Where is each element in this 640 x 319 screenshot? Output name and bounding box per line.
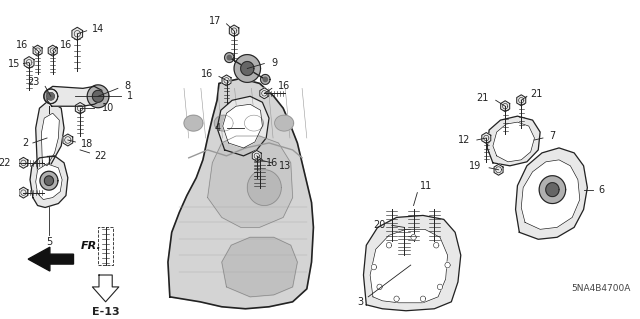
Polygon shape	[247, 170, 282, 205]
Text: 15: 15	[8, 59, 20, 69]
Text: 8: 8	[125, 81, 131, 91]
Text: 16: 16	[278, 81, 290, 91]
Text: 21: 21	[531, 89, 543, 99]
Text: 4: 4	[215, 123, 221, 133]
Polygon shape	[48, 93, 54, 100]
Polygon shape	[371, 264, 376, 270]
Text: 7: 7	[550, 131, 556, 141]
Polygon shape	[222, 75, 231, 86]
Polygon shape	[222, 237, 298, 297]
Polygon shape	[260, 74, 270, 85]
Text: 5: 5	[46, 237, 52, 247]
Polygon shape	[184, 115, 203, 131]
Text: 3: 3	[357, 297, 364, 307]
Text: 14: 14	[92, 24, 104, 34]
Polygon shape	[63, 134, 73, 146]
Polygon shape	[387, 242, 392, 248]
Polygon shape	[394, 296, 399, 301]
Polygon shape	[241, 62, 254, 76]
Text: E-13: E-13	[92, 307, 120, 317]
Polygon shape	[546, 183, 559, 197]
Text: 20: 20	[373, 220, 385, 230]
Polygon shape	[76, 102, 85, 114]
Polygon shape	[214, 115, 233, 131]
Text: 18: 18	[81, 139, 93, 149]
Polygon shape	[411, 234, 416, 240]
Polygon shape	[516, 95, 525, 106]
Polygon shape	[244, 115, 263, 131]
Polygon shape	[19, 157, 28, 168]
Polygon shape	[72, 27, 83, 40]
Polygon shape	[30, 156, 68, 207]
Polygon shape	[92, 90, 104, 102]
Polygon shape	[217, 96, 269, 156]
Polygon shape	[49, 95, 52, 98]
Polygon shape	[24, 56, 34, 69]
Polygon shape	[521, 160, 580, 229]
Polygon shape	[92, 275, 119, 302]
Polygon shape	[252, 150, 261, 161]
Text: 9: 9	[272, 57, 278, 68]
Polygon shape	[370, 229, 447, 303]
Polygon shape	[445, 262, 450, 268]
Polygon shape	[437, 284, 443, 290]
Polygon shape	[494, 164, 503, 175]
Text: 21: 21	[477, 93, 489, 103]
Polygon shape	[225, 53, 234, 63]
Polygon shape	[45, 176, 53, 185]
Text: 12: 12	[458, 135, 470, 145]
Polygon shape	[263, 77, 268, 82]
Polygon shape	[487, 116, 540, 166]
Polygon shape	[36, 164, 62, 200]
Polygon shape	[275, 115, 294, 131]
Polygon shape	[500, 101, 509, 112]
Polygon shape	[227, 56, 232, 60]
Polygon shape	[47, 86, 102, 106]
Polygon shape	[207, 136, 292, 227]
Text: 23: 23	[27, 78, 40, 87]
Polygon shape	[364, 215, 461, 311]
Polygon shape	[168, 78, 314, 309]
Polygon shape	[42, 113, 60, 166]
Polygon shape	[28, 247, 74, 271]
Text: 11: 11	[420, 181, 433, 191]
Polygon shape	[493, 122, 534, 162]
Polygon shape	[223, 104, 262, 148]
Polygon shape	[539, 176, 566, 204]
Text: FR.: FR.	[81, 241, 102, 251]
Polygon shape	[44, 89, 58, 104]
Text: 17: 17	[209, 16, 221, 26]
Polygon shape	[260, 88, 269, 99]
Polygon shape	[229, 25, 239, 37]
Polygon shape	[420, 296, 426, 301]
Polygon shape	[19, 187, 28, 198]
Text: 1: 1	[127, 91, 134, 101]
Text: 5NA4B4700A: 5NA4B4700A	[572, 285, 630, 293]
Polygon shape	[44, 176, 54, 185]
Text: 10: 10	[102, 103, 114, 113]
Polygon shape	[482, 132, 491, 144]
Polygon shape	[48, 45, 57, 56]
Text: 16: 16	[266, 158, 278, 168]
Text: 22: 22	[94, 151, 107, 161]
Polygon shape	[87, 85, 109, 108]
Text: 19: 19	[469, 161, 481, 171]
Polygon shape	[234, 55, 260, 82]
Text: 6: 6	[598, 185, 605, 195]
Text: 2: 2	[22, 138, 28, 148]
Polygon shape	[433, 242, 439, 248]
Text: 16: 16	[60, 40, 72, 50]
Text: 16: 16	[201, 70, 213, 79]
Polygon shape	[47, 93, 54, 100]
Text: 16: 16	[16, 40, 28, 50]
Polygon shape	[33, 45, 42, 56]
Polygon shape	[377, 284, 382, 290]
Text: 22: 22	[0, 158, 11, 168]
Polygon shape	[516, 148, 588, 239]
Polygon shape	[47, 93, 54, 100]
Polygon shape	[40, 171, 58, 190]
Polygon shape	[36, 100, 64, 176]
Polygon shape	[44, 89, 58, 103]
Text: 13: 13	[278, 161, 291, 171]
